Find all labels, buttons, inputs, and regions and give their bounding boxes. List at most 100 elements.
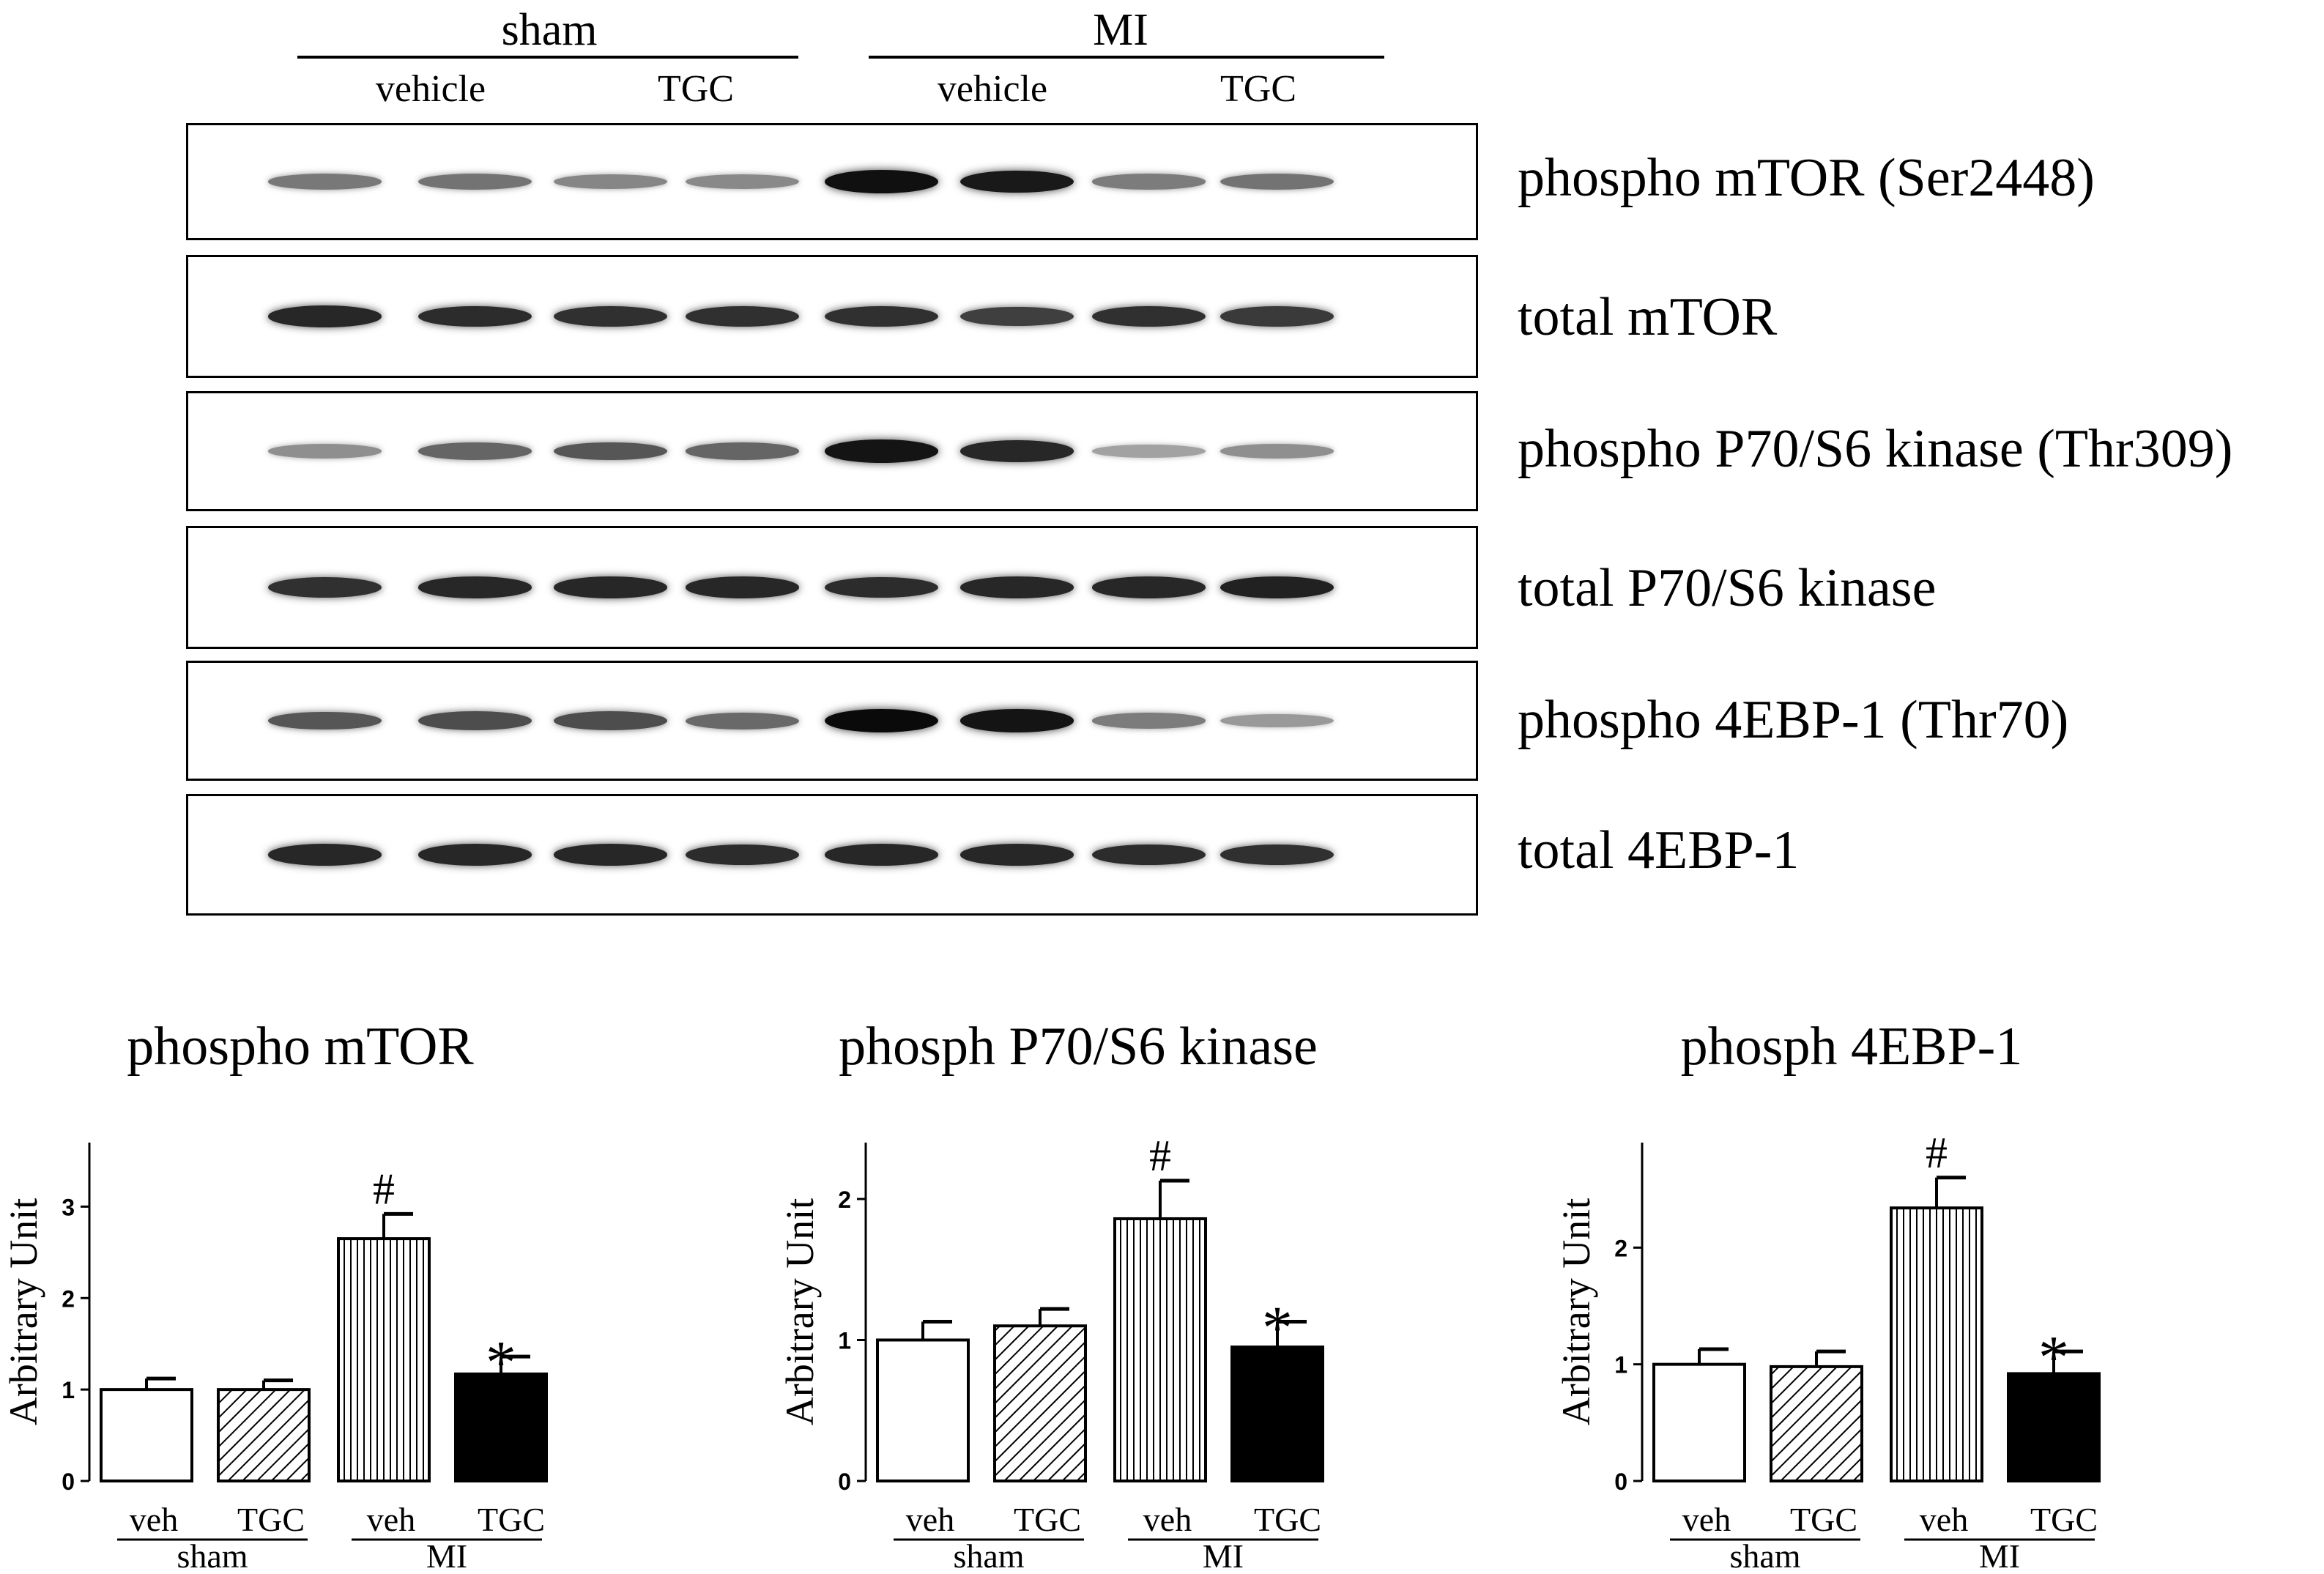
bar: [1890, 1206, 1983, 1482]
chart-title: phosph 4EBP-1: [1680, 1017, 2023, 1077]
x-tick-label: veh: [367, 1501, 415, 1538]
blot-band: [1219, 306, 1334, 327]
group-label: MI: [426, 1537, 467, 1574]
blot-band: [959, 306, 1074, 327]
y-tick-label: 1: [62, 1377, 75, 1403]
significance-asterisk: *: [1262, 1293, 1293, 1362]
y-axis-label: Arbitrary Unit: [1554, 1198, 1598, 1425]
blot-row-label: total 4EBP-1: [1518, 820, 1800, 880]
group-label: MI: [1979, 1537, 2020, 1574]
x-tick-label: TGC: [1790, 1501, 1857, 1538]
condition-label: vehicle: [375, 68, 486, 110]
y-axis-label: Arbitrary Unit: [1, 1198, 45, 1425]
group-label-mi: MI: [1093, 5, 1148, 55]
blot-panel-total-4ebp1: [186, 794, 1478, 916]
blot-band: [824, 439, 938, 463]
significance-hash: #: [373, 1165, 395, 1213]
blot-band: [1091, 844, 1206, 866]
bar: [337, 1237, 431, 1483]
x-tick-label: TGC: [2030, 1501, 2098, 1538]
y-tick-label: 1: [838, 1328, 851, 1354]
blot-band: [824, 709, 938, 732]
x-tick-label: TGC: [237, 1501, 305, 1538]
blot-band: [553, 711, 667, 730]
blot-band: [553, 305, 667, 327]
blot-band: [959, 170, 1074, 193]
bar: [100, 1388, 193, 1482]
significance-asterisk: *: [2038, 1324, 2069, 1392]
blot-band: [1091, 174, 1206, 190]
blot-band: [267, 576, 382, 598]
blot-panel-phospho-mtor: [186, 123, 1478, 240]
blot-band: [824, 844, 938, 866]
blot-band: [959, 844, 1074, 866]
blot-band: [417, 442, 532, 460]
bar: [1113, 1217, 1207, 1482]
bar: [1652, 1362, 1746, 1483]
blot-panel-phospho-4ebp1: [186, 661, 1478, 781]
blot-panel-total-p70: [186, 526, 1478, 649]
blot-band: [417, 711, 532, 730]
bar: [1770, 1365, 1863, 1482]
blot-band: [685, 442, 799, 460]
blot-band: [553, 844, 667, 866]
condition-label: vehicle: [937, 68, 1048, 110]
y-tick-label: 0: [838, 1469, 851, 1495]
blot-band: [1219, 444, 1334, 459]
blot-band: [417, 844, 532, 866]
bar: [1230, 1345, 1324, 1482]
blot-row-label: total P70/S6 kinase: [1518, 558, 1937, 618]
blot-band: [267, 844, 382, 866]
blot-band: [959, 709, 1074, 732]
blot-row-label: phospho mTOR (Ser2448): [1518, 148, 2095, 208]
blot-row-label: total mTOR: [1518, 287, 1778, 347]
blot-band: [553, 576, 667, 598]
bar: [454, 1372, 548, 1482]
blot-band: [824, 170, 938, 193]
chart-title: phospho mTOR: [127, 1017, 474, 1077]
significance-hash: #: [1926, 1129, 1948, 1177]
y-tick-label: 3: [62, 1194, 75, 1220]
x-tick-label: veh: [130, 1501, 178, 1538]
condition-label: TGC: [1220, 68, 1296, 110]
group-label: MI: [1203, 1537, 1244, 1574]
blot-band: [685, 712, 799, 730]
y-tick-label: 2: [62, 1285, 75, 1312]
blot-band: [267, 174, 382, 190]
blot-band: [1091, 445, 1206, 458]
blot-band: [959, 440, 1074, 462]
x-tick-label: veh: [1682, 1501, 1731, 1538]
group-label: sham: [1729, 1537, 1800, 1574]
bar: [217, 1388, 311, 1482]
chart-title: phosph P70/S6 kinase: [839, 1017, 1318, 1077]
x-tick-label: veh: [1143, 1501, 1192, 1538]
blot-band: [1091, 305, 1206, 327]
blot-band: [267, 711, 382, 730]
y-tick-label: 0: [62, 1469, 75, 1495]
blot-band: [1091, 576, 1206, 598]
bar: [2007, 1372, 2101, 1482]
y-tick-label: 1: [1614, 1352, 1627, 1378]
blot-band: [553, 442, 667, 461]
blot-band: [685, 174, 799, 189]
blot-band: [685, 576, 799, 598]
blot-band: [417, 173, 532, 190]
blot-band: [1219, 713, 1334, 728]
blot-band: [685, 305, 799, 327]
blot-band: [824, 576, 938, 598]
blot-band: [267, 444, 382, 459]
group-label: sham: [953, 1537, 1024, 1574]
blot-row-label: phospho 4EBP-1 (Thr70): [1518, 690, 2069, 750]
blot-band: [685, 844, 799, 866]
blot-band: [959, 576, 1074, 598]
blot-band: [1219, 844, 1334, 866]
x-tick-label: veh: [1920, 1501, 1968, 1538]
blot-band: [417, 305, 532, 327]
group-label: sham: [177, 1537, 248, 1574]
x-tick-label: TGC: [1254, 1501, 1321, 1538]
y-tick-label: 2: [1614, 1235, 1627, 1261]
blot-band: [267, 305, 382, 327]
